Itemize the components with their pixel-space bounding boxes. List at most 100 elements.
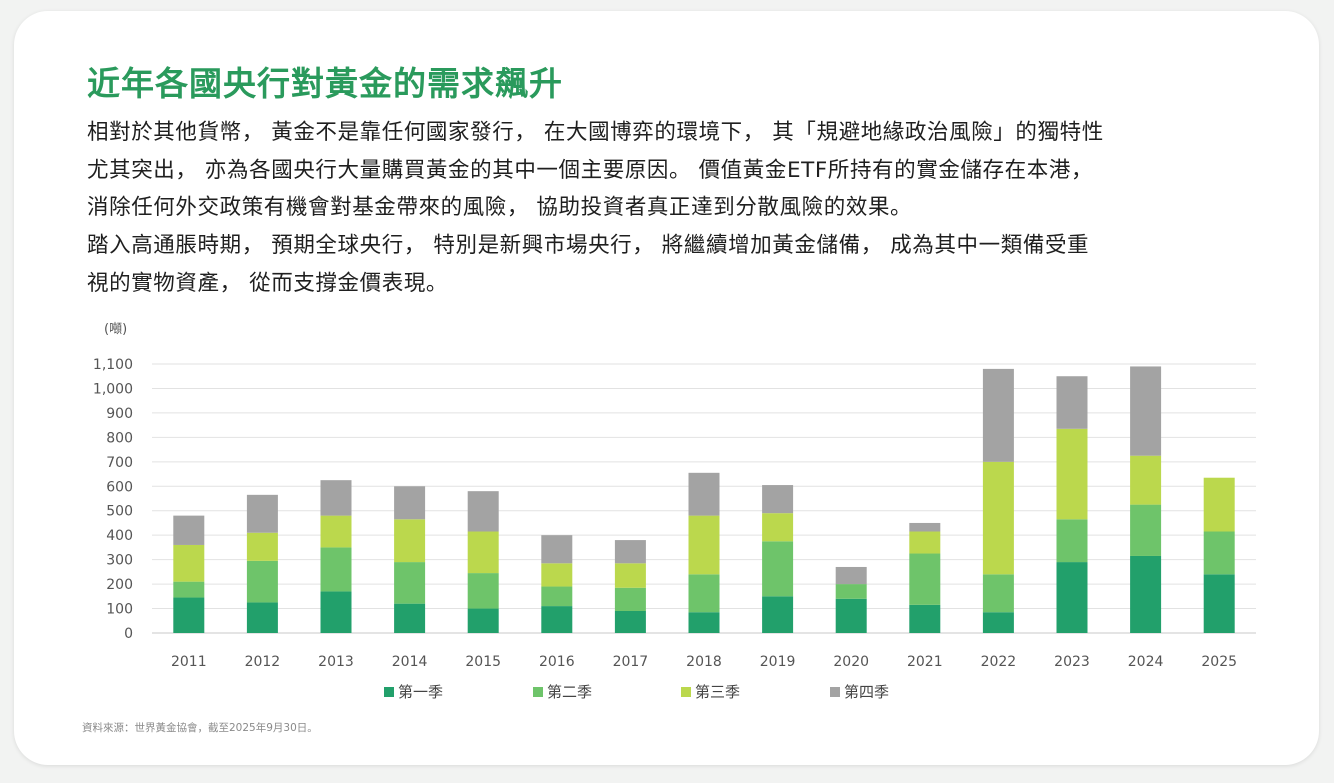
bar-segment xyxy=(1056,519,1088,563)
x-tick-label: 2022 xyxy=(981,654,1017,670)
legend-label: 第四季 xyxy=(844,683,889,701)
bar-segment xyxy=(246,494,278,533)
bar-segment xyxy=(909,604,941,633)
y-tick-label: 200 xyxy=(106,577,133,593)
bar-segment xyxy=(320,591,352,633)
bar-segment xyxy=(1130,455,1162,505)
x-tick-label: 2012 xyxy=(245,654,281,670)
bar-segment xyxy=(1203,531,1235,575)
x-tick-label: 2021 xyxy=(907,654,943,670)
bar-segment xyxy=(982,612,1014,633)
x-tick-label: 2013 xyxy=(318,654,354,670)
bar-segment xyxy=(762,541,794,597)
y-tick-label: 900 xyxy=(106,406,133,422)
bar-segment xyxy=(835,566,867,585)
bar-segment xyxy=(320,480,352,516)
bar-segment xyxy=(173,515,205,545)
bar-segment xyxy=(394,486,426,520)
bar-segment xyxy=(909,522,941,532)
bar-segment xyxy=(614,563,646,588)
bar-segment xyxy=(246,602,278,633)
bar-segment xyxy=(614,610,646,633)
bar-segment xyxy=(541,535,573,564)
x-tick-label: 2024 xyxy=(1128,654,1164,670)
paragraph-line: 踏入高通脹時期， 預期全球央行， 特別是新興市場央行， 將繼續增加黃金儲備， 成… xyxy=(87,233,1090,258)
bar-segment xyxy=(909,531,941,554)
bar-segment xyxy=(614,540,646,564)
bar-segment xyxy=(467,491,499,532)
bar-segment xyxy=(394,603,426,633)
x-tick-label: 2016 xyxy=(539,654,575,670)
x-tick-label: 2023 xyxy=(1054,654,1090,670)
y-tick-label: 0 xyxy=(124,626,133,642)
bar-segment xyxy=(1130,504,1162,556)
bar-segment xyxy=(835,584,867,599)
intro-paragraph: 相對於其他貨幣， 黃金不是靠任何國家發行， 在大國博弈的環境下， 其「規避地緣政… xyxy=(87,114,1257,227)
bar-segment xyxy=(394,519,426,563)
bar-segment xyxy=(1203,574,1235,633)
bar-segment xyxy=(1130,366,1162,456)
legend-swatch xyxy=(830,687,840,697)
y-tick-label: 1,000 xyxy=(93,381,133,397)
paragraph-line: 尤其突出， 亦為各國央行大量購買黃金的其中一個主要原因。 價值黃金ETF所持有的… xyxy=(87,157,1094,183)
legend-swatch xyxy=(533,687,543,697)
bar-segment xyxy=(1056,428,1088,520)
legend-swatch xyxy=(384,687,394,697)
legend-label: 第三季 xyxy=(695,683,740,701)
y-tick-label: 700 xyxy=(106,455,133,471)
x-tick-label: 2017 xyxy=(613,654,649,670)
bar-segment xyxy=(1056,562,1088,633)
bar-segment xyxy=(1056,376,1088,429)
bar-segment xyxy=(320,547,352,592)
bar-segment xyxy=(688,574,720,613)
x-tick-label: 2018 xyxy=(686,654,722,670)
bar-segment xyxy=(320,515,352,548)
legend-swatch xyxy=(681,687,691,697)
y-tick-label: 300 xyxy=(106,553,133,569)
bar-segment xyxy=(835,598,867,633)
y-tick-label: 800 xyxy=(106,430,133,446)
x-tick-label: 2025 xyxy=(1201,654,1237,670)
x-tick-label: 2015 xyxy=(465,654,501,670)
bar-segment xyxy=(467,531,499,574)
bar-segment xyxy=(173,544,205,582)
bar-segment xyxy=(541,563,573,587)
x-tick-label: 2014 xyxy=(392,654,428,670)
bar-segment xyxy=(467,573,499,609)
bar-segment xyxy=(246,532,278,561)
source-note: 資料來源：世界黃金協會，截至2025年9月30日。 xyxy=(82,722,318,734)
y-tick-label: 600 xyxy=(106,479,133,495)
outlook-paragraph: 踏入高通脹時期， 預期全球央行， 特別是新興市場央行， 將繼續增加黃金儲備， 成… xyxy=(87,227,1257,302)
bar-segment xyxy=(467,608,499,633)
x-tick-label: 2019 xyxy=(760,654,796,670)
bar-segment xyxy=(762,485,794,514)
bar-segment xyxy=(541,606,573,633)
paragraph-line: 消除任何外交政策有機會對基金帶來的風險， 協助投資者真正達到分散風險的效果。 xyxy=(87,195,913,220)
bar-segment xyxy=(541,586,573,607)
bar-segment xyxy=(1130,555,1162,633)
bar-segment xyxy=(173,581,205,598)
bar-segment xyxy=(909,553,941,605)
bar-segment xyxy=(614,587,646,611)
legend-label: 第二季 xyxy=(547,683,592,701)
paragraph-line: 相對於其他貨幣， 黃金不是靠任何國家發行， 在大國博弈的環境下， 其「規避地緣政… xyxy=(87,120,1104,145)
page-title: 近年各國央行對黃金的需求飆升 xyxy=(87,64,563,103)
bar-segment xyxy=(688,472,720,516)
bar-segment xyxy=(394,562,426,604)
y-tick-label: 100 xyxy=(106,602,133,618)
bar-segment xyxy=(982,368,1014,462)
y-tick-label: 1,100 xyxy=(93,357,133,373)
x-tick-label: 2020 xyxy=(833,654,869,670)
y-tick-label: 400 xyxy=(106,528,133,544)
bar-segment xyxy=(246,560,278,603)
bar-segment xyxy=(173,597,205,633)
bar-segment xyxy=(982,574,1014,613)
bar-segment xyxy=(982,461,1014,575)
bar-segment xyxy=(688,515,720,575)
bar-segment xyxy=(1203,477,1235,532)
paragraph-line: 視的實物資產， 從而支撐金價表現。 xyxy=(87,270,449,296)
bar-segment xyxy=(762,513,794,542)
y-axis-unit-label: (噸) xyxy=(104,322,127,337)
y-tick-label: 500 xyxy=(106,504,133,520)
